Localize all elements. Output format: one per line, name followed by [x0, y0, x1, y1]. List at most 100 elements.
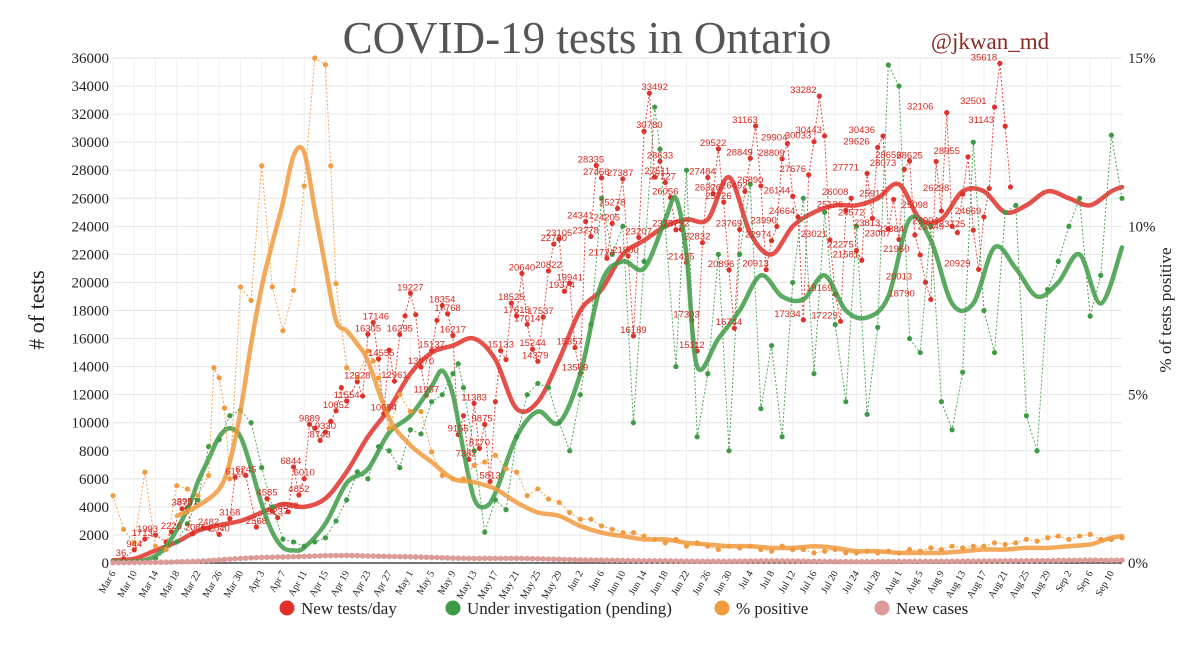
- data-point: [259, 465, 265, 471]
- x-tick-label: Sep 10: [1094, 569, 1117, 598]
- data-point: [694, 434, 700, 440]
- data-point: [949, 543, 955, 549]
- data-point: [503, 356, 509, 363]
- data-point: [328, 163, 334, 169]
- legend-item: Under investigation (pending): [445, 599, 672, 618]
- x-tick-label: Apr 27: [371, 569, 395, 599]
- data-label: 9330: [315, 421, 336, 432]
- data-label: 28625: [896, 150, 922, 161]
- data-point: [604, 255, 610, 261]
- x-tick-label: Mar 14: [137, 569, 161, 600]
- data-point: [1076, 195, 1083, 201]
- legend-item: % positive: [714, 599, 808, 618]
- data-label: 19169: [806, 283, 832, 294]
- legend-swatch: [279, 600, 295, 616]
- data-point: [822, 548, 828, 554]
- data-point: [822, 209, 828, 215]
- data-label: 23813: [854, 218, 880, 229]
- data-label: 12961: [381, 370, 407, 381]
- data-label: 27484: [689, 166, 715, 177]
- data-point: [551, 241, 557, 247]
- data-label: 23792: [663, 218, 689, 229]
- data-label: 22275: [827, 240, 853, 251]
- data-label: 17303: [673, 309, 699, 320]
- data-label: 27511: [644, 166, 670, 177]
- data-label: 23207: [626, 226, 652, 237]
- data-label: 15112: [679, 340, 705, 351]
- data-point: [514, 313, 520, 319]
- data-label: 14555: [368, 348, 394, 359]
- data-point: [524, 392, 530, 398]
- data-point: [365, 331, 371, 337]
- legend-label: New tests/day: [301, 599, 397, 618]
- data-point: [524, 493, 530, 499]
- data-label: 23769: [716, 219, 742, 230]
- x-tick-label: Apr 15: [307, 569, 331, 599]
- data-point: [503, 507, 509, 513]
- data-point: [152, 543, 159, 549]
- data-point: [790, 279, 796, 286]
- data-label: 1713: [132, 528, 153, 539]
- data-point: [439, 302, 445, 309]
- data-point: [742, 188, 748, 194]
- series-average-line: [174, 144, 1125, 556]
- data-point: [625, 253, 631, 259]
- x-tick-label: Jun 14: [627, 569, 650, 597]
- data-point: [391, 378, 398, 384]
- data-point: [721, 199, 727, 205]
- data-point: [737, 226, 743, 233]
- data-label: 26298: [923, 183, 949, 194]
- data-point: [779, 156, 785, 162]
- data-label: 20929: [944, 258, 970, 269]
- data-label: 2568: [246, 516, 267, 527]
- data-point: [715, 546, 722, 553]
- data-label: 20822: [535, 260, 561, 271]
- x-tick-label: Jun 10: [606, 569, 629, 597]
- data-point: [418, 431, 424, 437]
- data-label: 23278: [572, 225, 598, 236]
- data-label: 17229: [811, 310, 837, 321]
- data-label: 3648: [278, 501, 299, 512]
- series-new-cases: [110, 552, 1125, 566]
- x-tick-label: Aug 29: [1029, 569, 1053, 600]
- data-point: [460, 385, 467, 391]
- data-point: [864, 170, 870, 177]
- y-tick-label: 8000: [79, 444, 109, 460]
- data-point: [1034, 448, 1040, 454]
- x-tick-label: Jul 12: [777, 569, 799, 595]
- data-point: [853, 223, 860, 229]
- data-point: [970, 543, 976, 549]
- data-label: 31143: [968, 115, 994, 126]
- data-point: [514, 469, 520, 475]
- data-point: [1066, 223, 1072, 229]
- data-label: 3237: [267, 507, 288, 518]
- data-point: [593, 162, 599, 169]
- data-label: 27456: [583, 167, 609, 178]
- data-label: 9889: [299, 413, 320, 424]
- data-point: [609, 220, 615, 227]
- data-point: [609, 251, 615, 257]
- data-point: [837, 318, 844, 324]
- data-point: [545, 496, 552, 502]
- data-point: [142, 536, 148, 542]
- y-tick-label: 6000: [79, 472, 109, 488]
- data-point: [365, 348, 371, 354]
- data-point: [237, 284, 244, 290]
- data-point: [710, 191, 716, 197]
- data-point: [928, 223, 934, 229]
- data-point: [290, 464, 297, 470]
- data-point: [981, 307, 987, 314]
- data-point: [322, 535, 329, 541]
- data-label: 6111: [225, 466, 245, 477]
- data-label: 21724: [588, 247, 614, 258]
- data-point: [413, 312, 419, 318]
- data-point: [747, 155, 753, 161]
- data-point: [928, 296, 934, 303]
- data-point: [205, 472, 212, 479]
- data-label: 22730: [541, 233, 567, 244]
- x-tick-label: Jul 8: [758, 569, 777, 591]
- data-label: 10852: [323, 400, 349, 411]
- data-label: 23067: [865, 228, 891, 239]
- data-point: [1002, 209, 1008, 215]
